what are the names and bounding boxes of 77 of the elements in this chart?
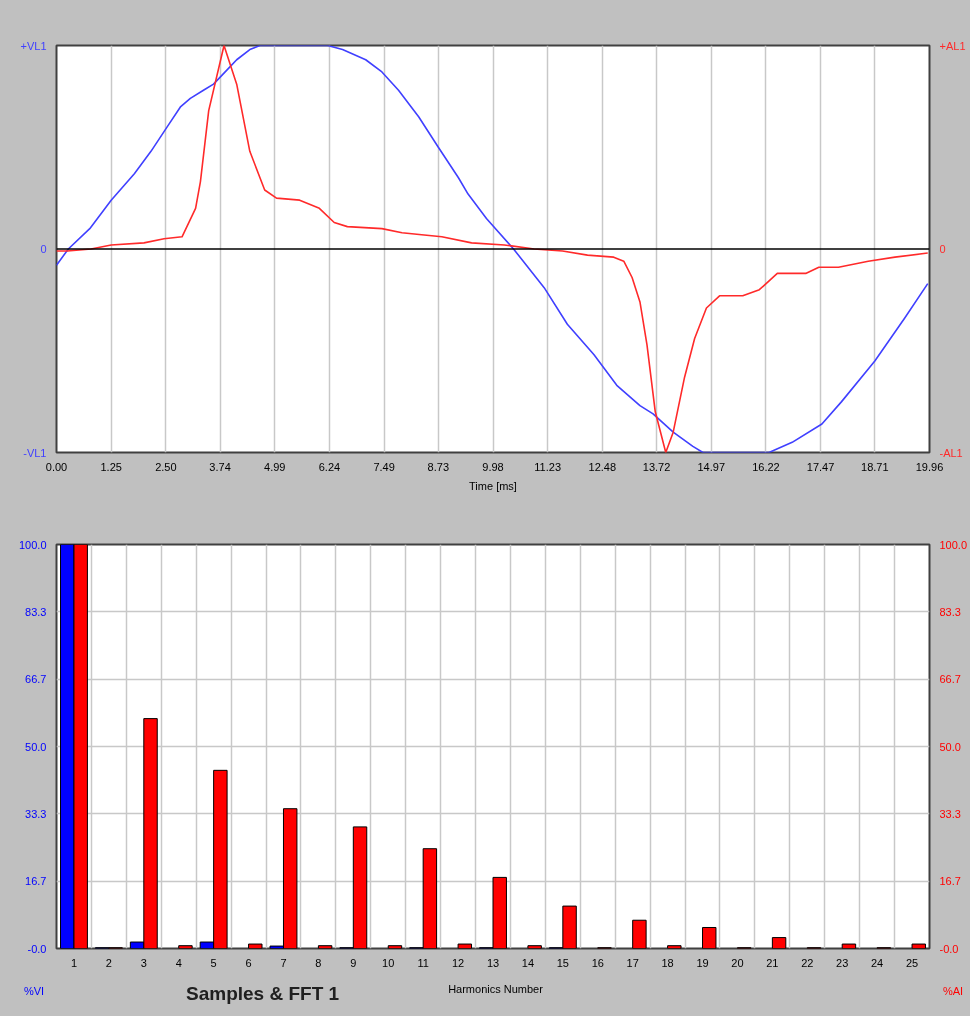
bar [457, 943, 473, 949]
x-tick-label: 8.73 [427, 460, 450, 473]
y-tick-label: 100.0 [18, 538, 47, 551]
x-tick-label: 4 [175, 956, 182, 969]
x-tick-label: 16.22 [752, 460, 780, 473]
bar [702, 926, 717, 949]
x-tick-label: 15 [556, 956, 569, 969]
x-tick-label: 6 [245, 956, 252, 969]
y-tick-label: 33.3 [25, 807, 47, 820]
text: 0 [939, 243, 946, 255]
x-tick-label: 1 [70, 956, 78, 969]
y2-axis-title: %AI [942, 985, 964, 998]
text: +AL1 [939, 39, 966, 52]
bar [771, 937, 787, 949]
x-tick-label: 9 [350, 956, 357, 969]
x-tick-label: 17 [626, 956, 639, 969]
y2-tick-label: 66.7 [939, 673, 961, 686]
bar [178, 945, 193, 949]
x-tick-label: 13.72 [642, 460, 671, 473]
x-tick-label: 16 [591, 956, 604, 969]
x-tick-label: 7.49 [373, 460, 395, 473]
x-tick-label: 23 [836, 956, 849, 969]
x-tick-label: 12 [451, 956, 465, 969]
y-axis-title: %VI [23, 985, 45, 998]
x-tick-label: 11.23 [534, 460, 562, 473]
y2-tick-label: 100.0 [939, 538, 968, 551]
x-tick-label: 11 [417, 956, 429, 969]
x-axis-title: Time [ms] [469, 479, 517, 492]
x-tick-label: 9.98 [482, 460, 504, 473]
x-tick-label: 8 [315, 956, 322, 969]
bar [527, 945, 542, 949]
x-tick-label: 17.47 [806, 460, 835, 473]
text: 0 [40, 243, 47, 255]
x-tick-label: 19 [696, 956, 709, 969]
text: Samples & FFT 1 [186, 983, 340, 1005]
text: -VL1 [23, 446, 47, 459]
x-tick-label: 0.00 [45, 460, 68, 473]
text: -AL1 [939, 446, 963, 459]
y-tick-label: 16.7 [25, 875, 47, 888]
x-tick-label: 2 [105, 956, 112, 969]
y2-tick-label: 50.0 [939, 740, 961, 753]
y2-tick-label: 16.7 [939, 875, 961, 888]
x-tick-label: 4.99 [264, 460, 286, 473]
x-tick-label: 6.24 [318, 460, 341, 473]
x-tick-label: 10 [382, 956, 395, 969]
x-tick-label: 21 [766, 956, 779, 969]
y2-tick-label: 33.3 [939, 807, 961, 820]
x-tick-label: 19.96 [915, 460, 944, 473]
x-tick-label: 1.25 [100, 460, 122, 473]
x-tick-label: 3.74 [209, 460, 231, 473]
x-tick-label: 5 [210, 956, 217, 969]
x-tick-label: 13 [486, 956, 500, 969]
x-tick-label: 24 [871, 956, 884, 969]
x-tick-label: 20 [731, 956, 744, 969]
x-tick-label: 22 [801, 956, 814, 969]
bar [632, 919, 647, 949]
bar [911, 943, 926, 949]
x-tick-label: 7 [280, 956, 287, 969]
x-tick-label: 14 [521, 956, 535, 969]
x-tick-label: 14.97 [697, 460, 726, 473]
x-tick-label: 25 [905, 956, 919, 969]
bar [841, 943, 857, 949]
x-tick-label: 18.71 [861, 460, 889, 473]
y-tick-label: 83.3 [25, 605, 47, 618]
y2-tick-label: 83.3 [939, 605, 961, 618]
x-tick-label: 12.48 [588, 460, 617, 473]
x-tick-label: 18 [661, 956, 674, 969]
y2-tick-label: -0.0 [939, 942, 959, 955]
x-axis-title: Harmonics Number [448, 983, 543, 996]
y-tick-label: 66.7 [25, 673, 47, 686]
bar [248, 943, 263, 949]
y-tick-label: 50.0 [25, 740, 47, 753]
x-tick-label: 2.50 [155, 460, 177, 473]
bar [667, 945, 682, 949]
y-tick-label: -0.0 [27, 942, 47, 955]
x-tick-label: 3 [140, 956, 147, 969]
text: +VL1 [20, 39, 47, 52]
